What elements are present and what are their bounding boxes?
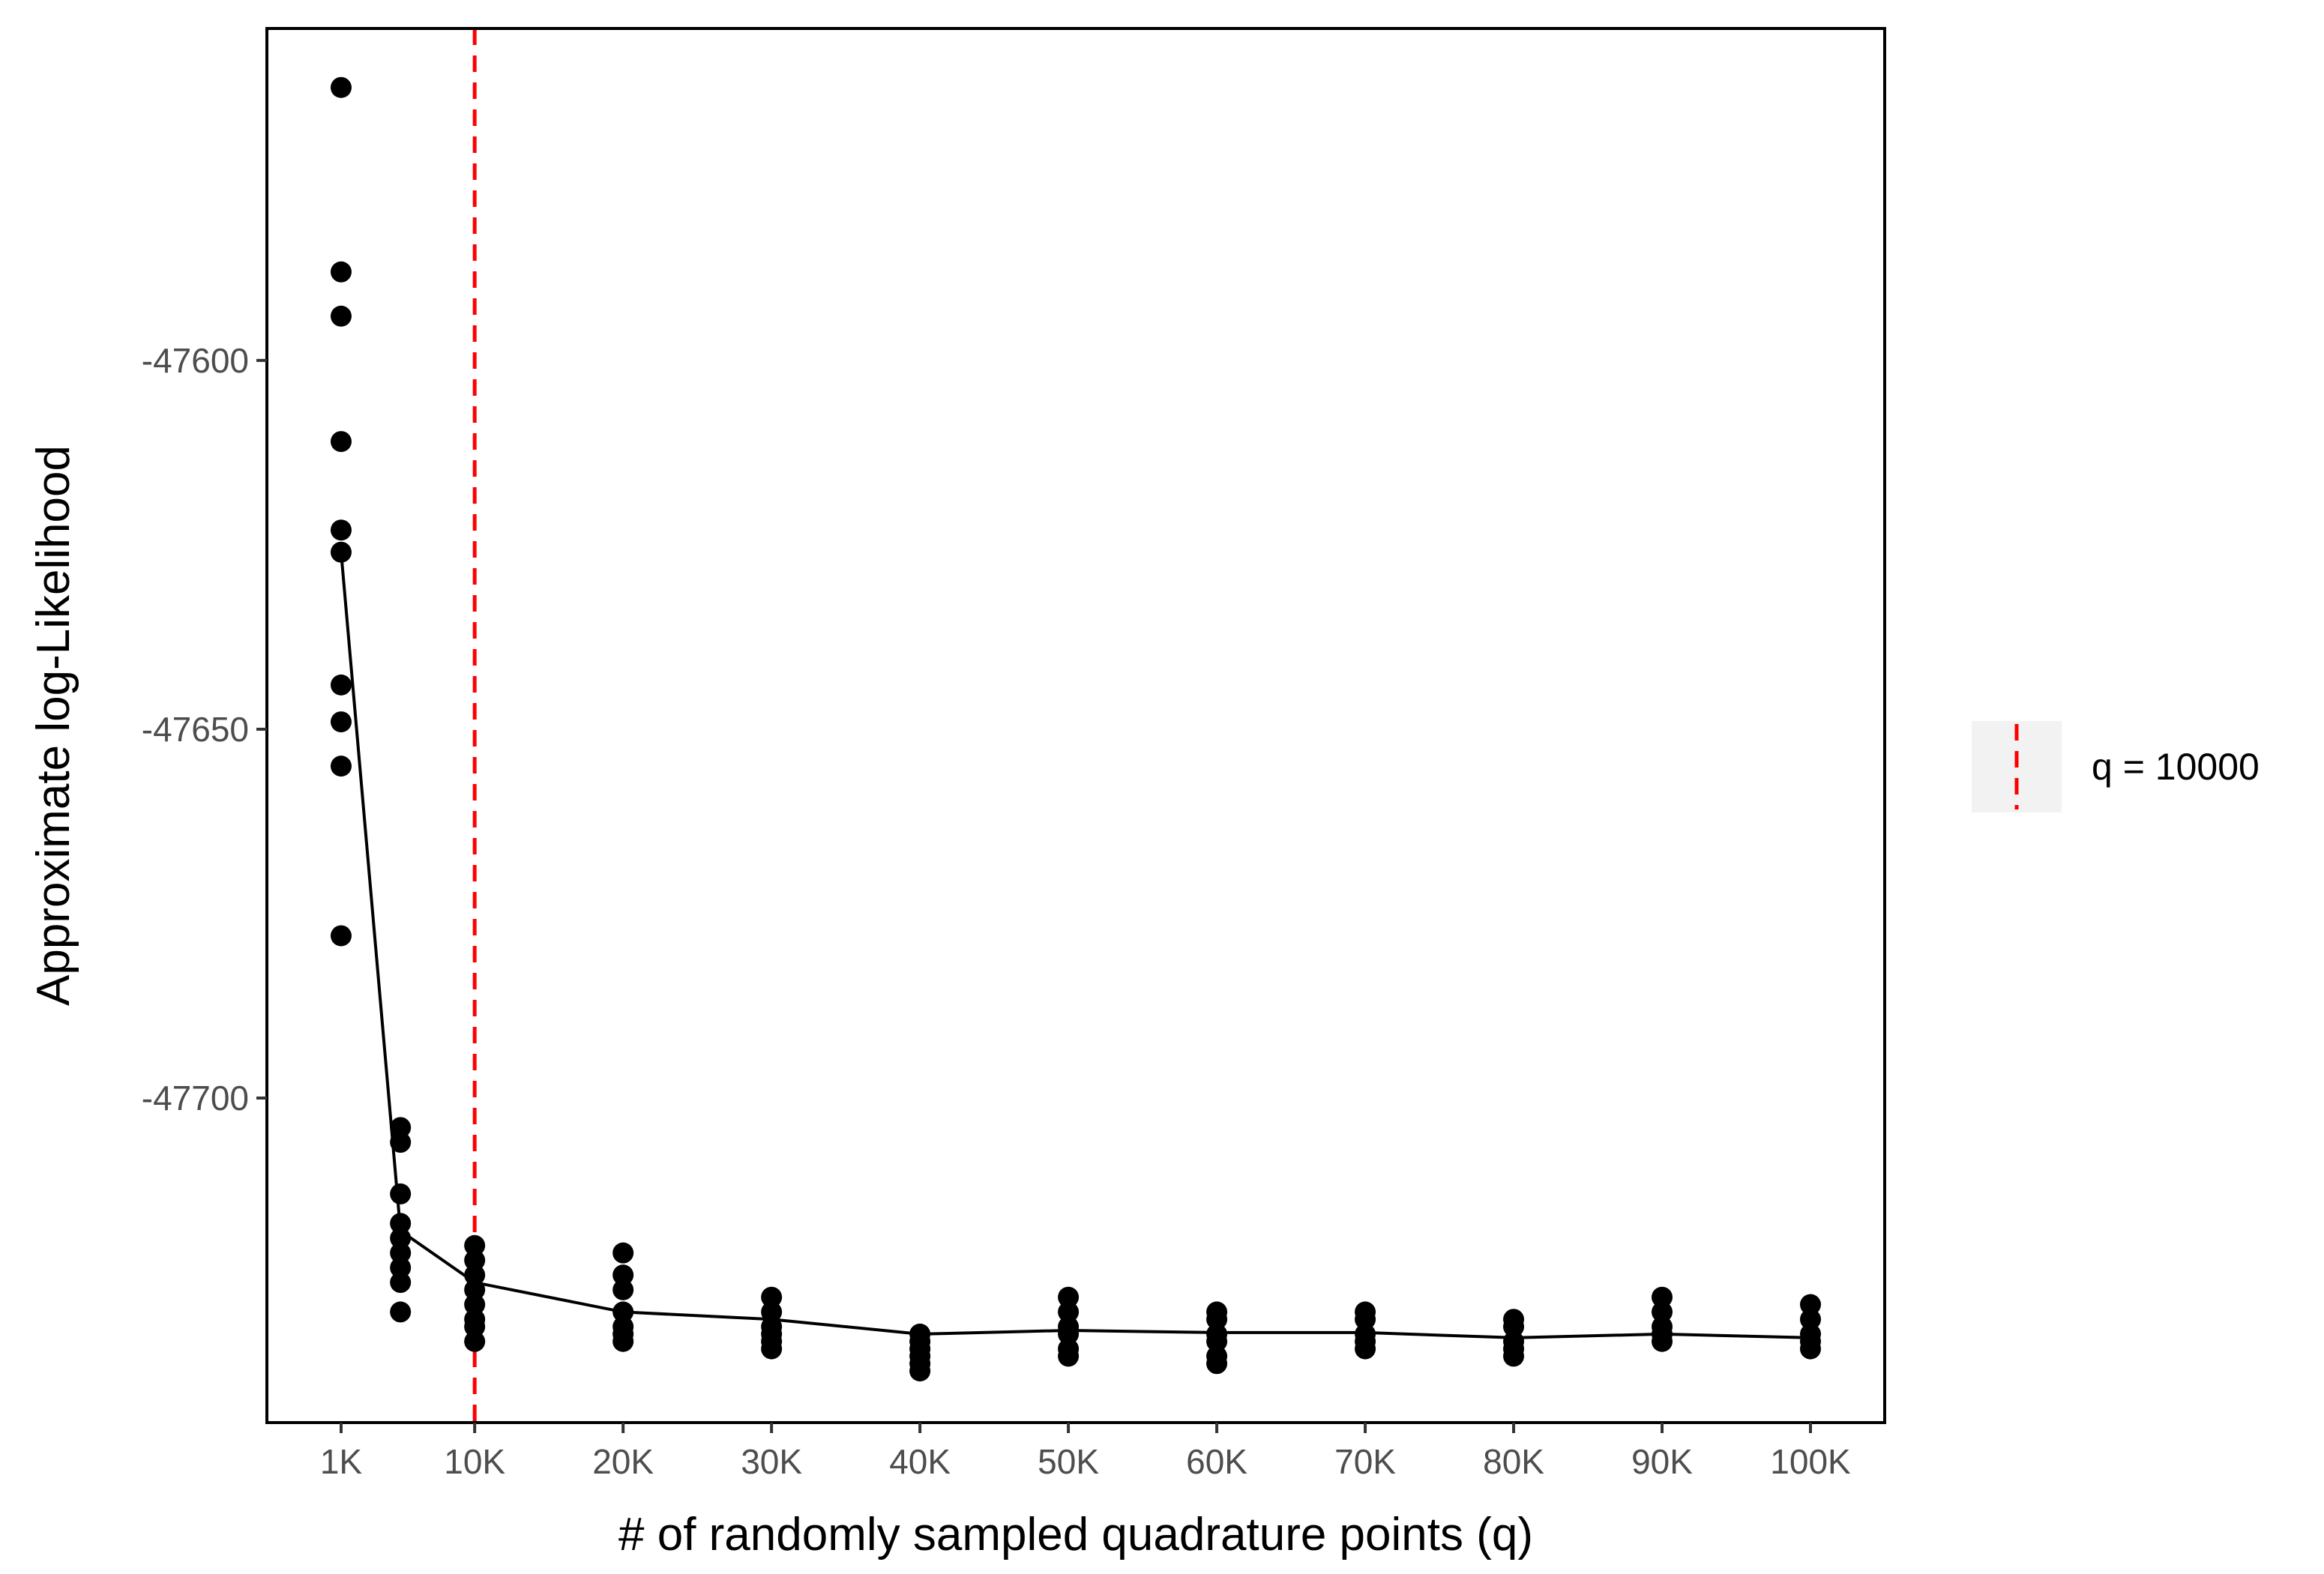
data-point <box>1058 1345 1080 1367</box>
y-tick-label: -47700 <box>142 1079 249 1118</box>
data-point <box>612 1330 634 1352</box>
data-point <box>1652 1330 1673 1352</box>
data-point <box>464 1294 486 1315</box>
data-point <box>1652 1286 1673 1308</box>
data-point <box>1206 1353 1228 1375</box>
data-point <box>464 1249 486 1271</box>
data-point <box>761 1301 783 1323</box>
x-tick-label: 90K <box>1631 1442 1693 1481</box>
y-tick-label: -47650 <box>142 710 249 749</box>
legend: q = 10000 <box>1972 721 2260 812</box>
data-point <box>612 1279 634 1300</box>
data-point <box>390 1117 412 1139</box>
data-point <box>390 1242 412 1264</box>
data-point <box>464 1264 486 1286</box>
data-point <box>390 1301 412 1323</box>
panel-border <box>265 27 1886 1424</box>
data-point <box>1800 1338 1822 1360</box>
x-axis-title: # of randomly sampled quadrature points … <box>618 1509 1533 1561</box>
x-tick-label: 80K <box>1483 1442 1544 1481</box>
data-point <box>390 1132 412 1154</box>
data-point <box>330 674 352 696</box>
data-point <box>1652 1301 1673 1323</box>
data-point <box>1058 1286 1080 1308</box>
x-tick-label: 70K <box>1334 1442 1396 1481</box>
legend-label: q = 10000 <box>2092 746 2260 788</box>
x-tick-label: 100K <box>1770 1442 1851 1481</box>
data-point <box>390 1272 412 1294</box>
y-tick-label: -47600 <box>142 341 249 380</box>
x-tick-label: 30K <box>741 1442 802 1481</box>
data-point <box>390 1213 412 1234</box>
data-point <box>761 1286 783 1308</box>
data-point <box>1800 1294 1822 1315</box>
data-point <box>1206 1330 1228 1352</box>
points-layer <box>330 76 1822 1382</box>
data-point <box>612 1301 634 1323</box>
data-point <box>1058 1323 1080 1345</box>
data-point <box>1355 1338 1376 1360</box>
data-point <box>330 305 352 327</box>
y-axis-title: Approximate log-Likelihood <box>28 445 79 1006</box>
data-point <box>1503 1345 1525 1367</box>
data-point <box>1206 1309 1228 1330</box>
data-point <box>464 1316 486 1338</box>
data-point <box>390 1183 412 1204</box>
data-point <box>464 1330 486 1352</box>
data-point <box>390 1257 412 1279</box>
x-tick-label: 1K <box>320 1442 363 1481</box>
data-point <box>330 261 352 283</box>
x-tick-label: 20K <box>592 1442 654 1481</box>
data-point <box>464 1279 486 1300</box>
y-axis-ticks: -47600 -47650 -47700 <box>142 341 267 1118</box>
x-tick-label: 40K <box>889 1442 951 1481</box>
data-point <box>1355 1309 1376 1330</box>
data-point <box>330 76 352 98</box>
data-point <box>1503 1316 1525 1338</box>
mean-line-layer <box>340 552 1811 1339</box>
data-point <box>1800 1309 1822 1330</box>
data-point <box>330 541 352 563</box>
data-point <box>909 1360 931 1382</box>
x-tick-label: 60K <box>1186 1442 1247 1481</box>
x-axis-ticks: 1K 10K 20K 30K 40K 50K 60K 70K 80K 90K 100K <box>320 1423 1851 1481</box>
data-point <box>612 1242 634 1264</box>
data-point <box>330 711 352 733</box>
mean-line <box>340 552 1811 1339</box>
data-point <box>330 431 352 453</box>
data-point <box>464 1234 486 1256</box>
data-point <box>390 1227 412 1249</box>
data-point <box>761 1338 783 1360</box>
x-tick-label: 10K <box>444 1442 505 1481</box>
data-point <box>330 519 352 541</box>
data-point <box>612 1264 634 1286</box>
data-point <box>330 925 352 947</box>
x-tick-label: 50K <box>1038 1442 1099 1481</box>
data-point <box>1058 1301 1080 1323</box>
data-point <box>330 756 352 777</box>
